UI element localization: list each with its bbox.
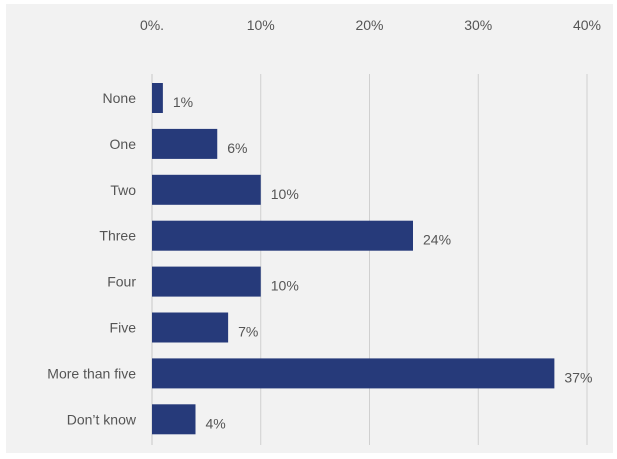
x-tick-label: 0%.: [140, 17, 164, 33]
data-label: 24%: [423, 232, 451, 248]
data-label: 37%: [564, 369, 592, 385]
bar: [152, 83, 163, 113]
data-label: 10%: [271, 278, 299, 294]
x-tick-label: 20%: [355, 17, 383, 33]
data-label: 10%: [271, 186, 299, 202]
x-axis-ticks: 0%. 10% 20% 30% 40%: [140, 17, 601, 33]
x-tick-label: 40%: [573, 17, 601, 33]
data-label: 4%: [206, 415, 226, 431]
category-label: Don’t know: [67, 411, 137, 427]
data-label: 1%: [173, 94, 193, 110]
bar: [152, 174, 261, 205]
category-label: Three: [99, 228, 136, 244]
bar: [152, 266, 261, 297]
category-label: Five: [110, 320, 137, 336]
category-label: One: [110, 136, 137, 152]
category-label: Two: [110, 182, 136, 198]
x-tick-label: 10%: [247, 17, 275, 33]
data-label: 7%: [238, 324, 258, 340]
data-labels: 1% 6% 10% 24% 10% 7% 37% 4%: [173, 94, 593, 431]
category-label: More than five: [47, 365, 136, 381]
bar: [152, 358, 555, 389]
category-label: Four: [107, 274, 136, 290]
category-label: None: [103, 90, 137, 106]
category-labels: None One Two Three Four Five More than five Don…: [47, 90, 137, 427]
bar: [152, 404, 196, 435]
bar: [152, 312, 229, 343]
bars: [152, 83, 555, 435]
bar: [152, 128, 218, 159]
data-label: 6%: [227, 140, 247, 156]
x-tick-label: 30%: [464, 17, 492, 33]
bar: [152, 220, 413, 251]
